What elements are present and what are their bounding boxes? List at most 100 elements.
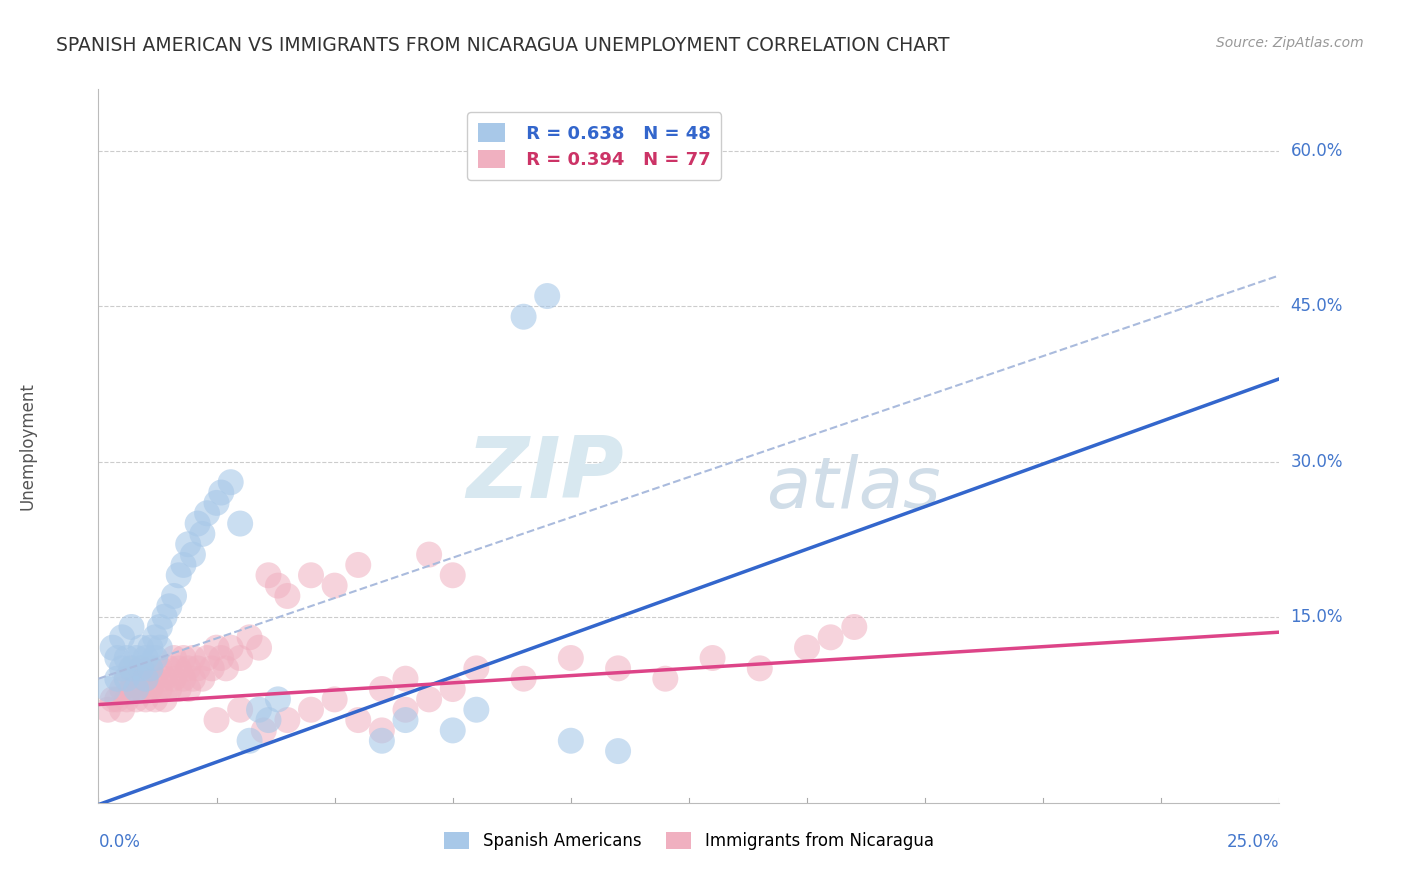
- Point: [187, 661, 209, 675]
- Point: [418, 692, 440, 706]
- Point: [181, 672, 204, 686]
- Point: [177, 661, 200, 675]
- Point: [201, 661, 224, 675]
- Point: [371, 733, 394, 747]
- Point: [394, 713, 416, 727]
- Point: [143, 630, 166, 644]
- Point: [187, 516, 209, 531]
- Point: [167, 568, 190, 582]
- Point: [115, 692, 138, 706]
- Point: [129, 640, 152, 655]
- Point: [143, 692, 166, 706]
- Point: [239, 630, 262, 644]
- Point: [195, 651, 218, 665]
- Text: 25.0%: 25.0%: [1227, 833, 1279, 851]
- Point: [257, 713, 280, 727]
- Point: [654, 672, 676, 686]
- Point: [157, 599, 180, 614]
- Point: [219, 475, 242, 490]
- Point: [105, 692, 128, 706]
- Point: [143, 651, 166, 665]
- Point: [299, 703, 322, 717]
- Point: [536, 289, 558, 303]
- Point: [177, 537, 200, 551]
- Point: [820, 630, 842, 644]
- Point: [157, 681, 180, 696]
- Point: [149, 681, 172, 696]
- Point: [607, 744, 630, 758]
- Point: [139, 681, 162, 696]
- Point: [195, 506, 218, 520]
- Point: [163, 651, 186, 665]
- Point: [129, 681, 152, 696]
- Point: [105, 651, 128, 665]
- Point: [371, 723, 394, 738]
- Point: [257, 568, 280, 582]
- Point: [163, 672, 186, 686]
- Point: [149, 640, 172, 655]
- Point: [209, 651, 232, 665]
- Point: [125, 681, 148, 696]
- Point: [299, 568, 322, 582]
- Point: [172, 672, 194, 686]
- Point: [247, 640, 270, 655]
- Point: [418, 548, 440, 562]
- Point: [371, 681, 394, 696]
- Point: [560, 651, 582, 665]
- Point: [276, 589, 298, 603]
- Point: [129, 661, 152, 675]
- Point: [121, 620, 143, 634]
- Point: [121, 681, 143, 696]
- Point: [149, 661, 172, 675]
- Point: [115, 651, 138, 665]
- Point: [139, 661, 162, 675]
- Point: [394, 672, 416, 686]
- Point: [97, 681, 120, 696]
- Point: [607, 661, 630, 675]
- Point: [229, 703, 252, 717]
- Point: [157, 661, 180, 675]
- Point: [229, 651, 252, 665]
- Point: [347, 558, 370, 572]
- Text: 0.0%: 0.0%: [98, 833, 141, 851]
- Point: [111, 681, 134, 696]
- Point: [267, 692, 290, 706]
- Text: 15.0%: 15.0%: [1291, 607, 1343, 625]
- Point: [163, 589, 186, 603]
- Point: [702, 651, 724, 665]
- Text: Unemployment: Unemployment: [18, 382, 37, 510]
- Point: [844, 620, 866, 634]
- Point: [111, 661, 134, 675]
- Point: [205, 713, 228, 727]
- Point: [153, 692, 176, 706]
- Point: [121, 661, 143, 675]
- Point: [135, 672, 157, 686]
- Point: [512, 310, 534, 324]
- Point: [209, 485, 232, 500]
- Point: [465, 703, 488, 717]
- Point: [394, 703, 416, 717]
- Point: [796, 640, 818, 655]
- Point: [125, 672, 148, 686]
- Point: [465, 661, 488, 675]
- Point: [167, 661, 190, 675]
- Point: [105, 672, 128, 686]
- Point: [101, 640, 124, 655]
- Text: ZIP: ZIP: [467, 433, 624, 516]
- Point: [276, 713, 298, 727]
- Point: [101, 692, 124, 706]
- Point: [139, 640, 162, 655]
- Point: [121, 661, 143, 675]
- Point: [219, 640, 242, 655]
- Point: [441, 568, 464, 582]
- Point: [560, 733, 582, 747]
- Point: [181, 651, 204, 665]
- Point: [172, 558, 194, 572]
- Text: atlas: atlas: [766, 454, 941, 524]
- Point: [229, 516, 252, 531]
- Point: [135, 672, 157, 686]
- Point: [441, 723, 464, 738]
- Point: [215, 661, 238, 675]
- Point: [139, 661, 162, 675]
- Point: [748, 661, 770, 675]
